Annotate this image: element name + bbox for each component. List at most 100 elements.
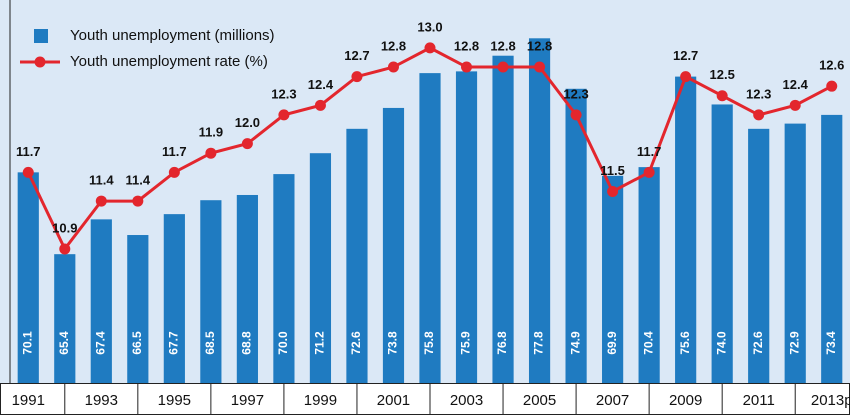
line-value-label: 11.9 xyxy=(199,125,224,140)
bar xyxy=(309,153,332,383)
line-point xyxy=(424,42,436,54)
bar-value-label: 75.8 xyxy=(422,331,436,355)
line-value-label: 11.7 xyxy=(162,144,187,159)
bar xyxy=(675,76,697,383)
x-tick-label: 2009 xyxy=(669,392,702,409)
bar-value-label: 75.9 xyxy=(459,331,473,355)
bar-value-label: 73.8 xyxy=(386,331,400,355)
legend-label: Youth unemployment rate (%) xyxy=(70,53,268,70)
bar xyxy=(382,107,405,383)
x-tick-label: 2013p xyxy=(811,392,850,409)
legend-label: Youth unemployment (millions) xyxy=(70,27,275,44)
bar xyxy=(784,123,806,383)
line-value-label: 11.7 xyxy=(637,144,662,159)
line-point xyxy=(607,186,619,197)
bar-value-label: 74.9 xyxy=(568,331,582,355)
line-value-label: 12.0 xyxy=(235,115,260,130)
line-point xyxy=(461,61,473,73)
bar xyxy=(163,214,185,383)
line-value-label: 12.3 xyxy=(271,86,296,101)
line-value-label: 12.6 xyxy=(819,58,844,73)
line-value-label: 12.8 xyxy=(381,38,406,53)
line-point xyxy=(278,109,290,121)
bar xyxy=(821,114,843,384)
line-value-label: 12.7 xyxy=(673,48,698,63)
line-point xyxy=(59,243,71,255)
x-tick-label: 1995 xyxy=(158,392,191,409)
line-value-label: 11.4 xyxy=(89,173,114,188)
legend-swatch xyxy=(34,56,46,68)
x-tick-label: 1993 xyxy=(85,392,118,409)
bar-value-label: 77.8 xyxy=(532,331,546,355)
line-value-label: 12.5 xyxy=(710,67,735,82)
line-value-label: 13.0 xyxy=(417,19,442,34)
line-point xyxy=(132,195,144,207)
bar-value-label: 72.6 xyxy=(751,331,765,355)
bar xyxy=(419,73,441,384)
x-label-strip xyxy=(0,383,850,415)
bar xyxy=(565,88,587,383)
line-value-label: 12.8 xyxy=(454,38,479,53)
line-point xyxy=(314,99,326,111)
legend-swatch xyxy=(34,29,48,43)
line-point xyxy=(387,61,399,73)
line-point xyxy=(570,109,582,121)
bar xyxy=(90,219,112,383)
bar-value-label: 72.9 xyxy=(787,331,801,355)
bar-value-label: 72.6 xyxy=(349,331,363,355)
bar xyxy=(528,38,551,384)
bar-value-label: 68.8 xyxy=(240,331,254,355)
bar-value-label: 66.5 xyxy=(130,331,144,355)
x-tick-label: 2011 xyxy=(743,392,775,409)
line-point xyxy=(168,166,180,178)
line-value-label: 12.4 xyxy=(783,77,809,92)
bar xyxy=(455,71,478,384)
bar-value-label: 67.7 xyxy=(167,331,181,355)
bar xyxy=(200,200,222,383)
bar-value-label: 75.6 xyxy=(678,331,692,355)
line-point xyxy=(205,147,217,159)
bar xyxy=(54,254,76,383)
bar xyxy=(236,194,258,383)
line-value-label: 11.7 xyxy=(16,144,41,159)
bar xyxy=(602,175,624,383)
line-point xyxy=(643,166,655,178)
line-point xyxy=(826,80,838,92)
bar xyxy=(492,55,514,383)
bar-value-label: 70.4 xyxy=(641,331,655,355)
line-value-label: 12.3 xyxy=(746,86,771,101)
x-tick-label: 1991 xyxy=(12,392,45,409)
x-tick-label: 2003 xyxy=(450,392,483,409)
line-point xyxy=(789,99,801,111)
line-point xyxy=(753,109,765,121)
line-point xyxy=(534,61,546,73)
bar-value-label: 70.0 xyxy=(276,331,290,355)
bar xyxy=(273,174,295,383)
bar xyxy=(17,172,39,383)
bar-value-label: 76.8 xyxy=(495,331,509,355)
x-tick-label: 1997 xyxy=(231,392,264,409)
line-point xyxy=(351,71,363,83)
x-tick-label: 2007 xyxy=(596,392,629,409)
line-value-label: 12.3 xyxy=(563,86,588,101)
line-value-label: 12.8 xyxy=(490,38,515,53)
line-value-label: 10.9 xyxy=(52,220,77,235)
line-point xyxy=(241,138,253,150)
bar-value-label: 65.4 xyxy=(57,331,71,355)
bar-value-label: 68.5 xyxy=(203,331,217,355)
bar xyxy=(346,128,368,383)
bar-value-label: 70.1 xyxy=(20,331,34,355)
line-value-label: 11.4 xyxy=(126,173,151,188)
x-tick-label: 1999 xyxy=(304,392,337,409)
line-point xyxy=(716,90,728,102)
line-value-label: 12.7 xyxy=(344,48,369,63)
bar xyxy=(711,104,733,384)
line-point xyxy=(497,61,509,73)
bar-value-label: 69.9 xyxy=(605,331,619,355)
bar xyxy=(748,128,770,383)
bar-value-label: 74.0 xyxy=(714,331,728,355)
bar-value-label: 67.4 xyxy=(93,331,107,355)
x-tick-label: 2005 xyxy=(523,392,556,409)
x-tick-label: 2001 xyxy=(377,392,410,409)
bar xyxy=(127,235,149,383)
